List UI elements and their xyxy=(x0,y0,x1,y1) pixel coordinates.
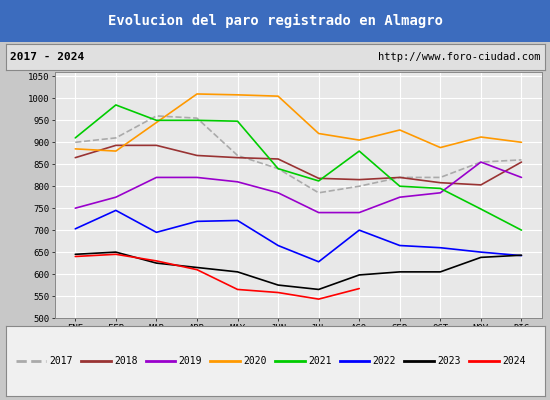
Text: 2021: 2021 xyxy=(308,356,332,366)
Text: 2022: 2022 xyxy=(372,356,396,366)
Text: Evolucion del paro registrado en Almagro: Evolucion del paro registrado en Almagro xyxy=(107,14,443,28)
Text: 2017 - 2024: 2017 - 2024 xyxy=(10,52,84,62)
Text: 2018: 2018 xyxy=(114,356,138,366)
Text: 2023: 2023 xyxy=(437,356,461,366)
Text: 2024: 2024 xyxy=(502,356,525,366)
Text: 2019: 2019 xyxy=(179,356,202,366)
Text: http://www.foro-ciudad.com: http://www.foro-ciudad.com xyxy=(378,52,540,62)
Text: 2017: 2017 xyxy=(49,356,73,366)
Text: 2020: 2020 xyxy=(243,356,267,366)
